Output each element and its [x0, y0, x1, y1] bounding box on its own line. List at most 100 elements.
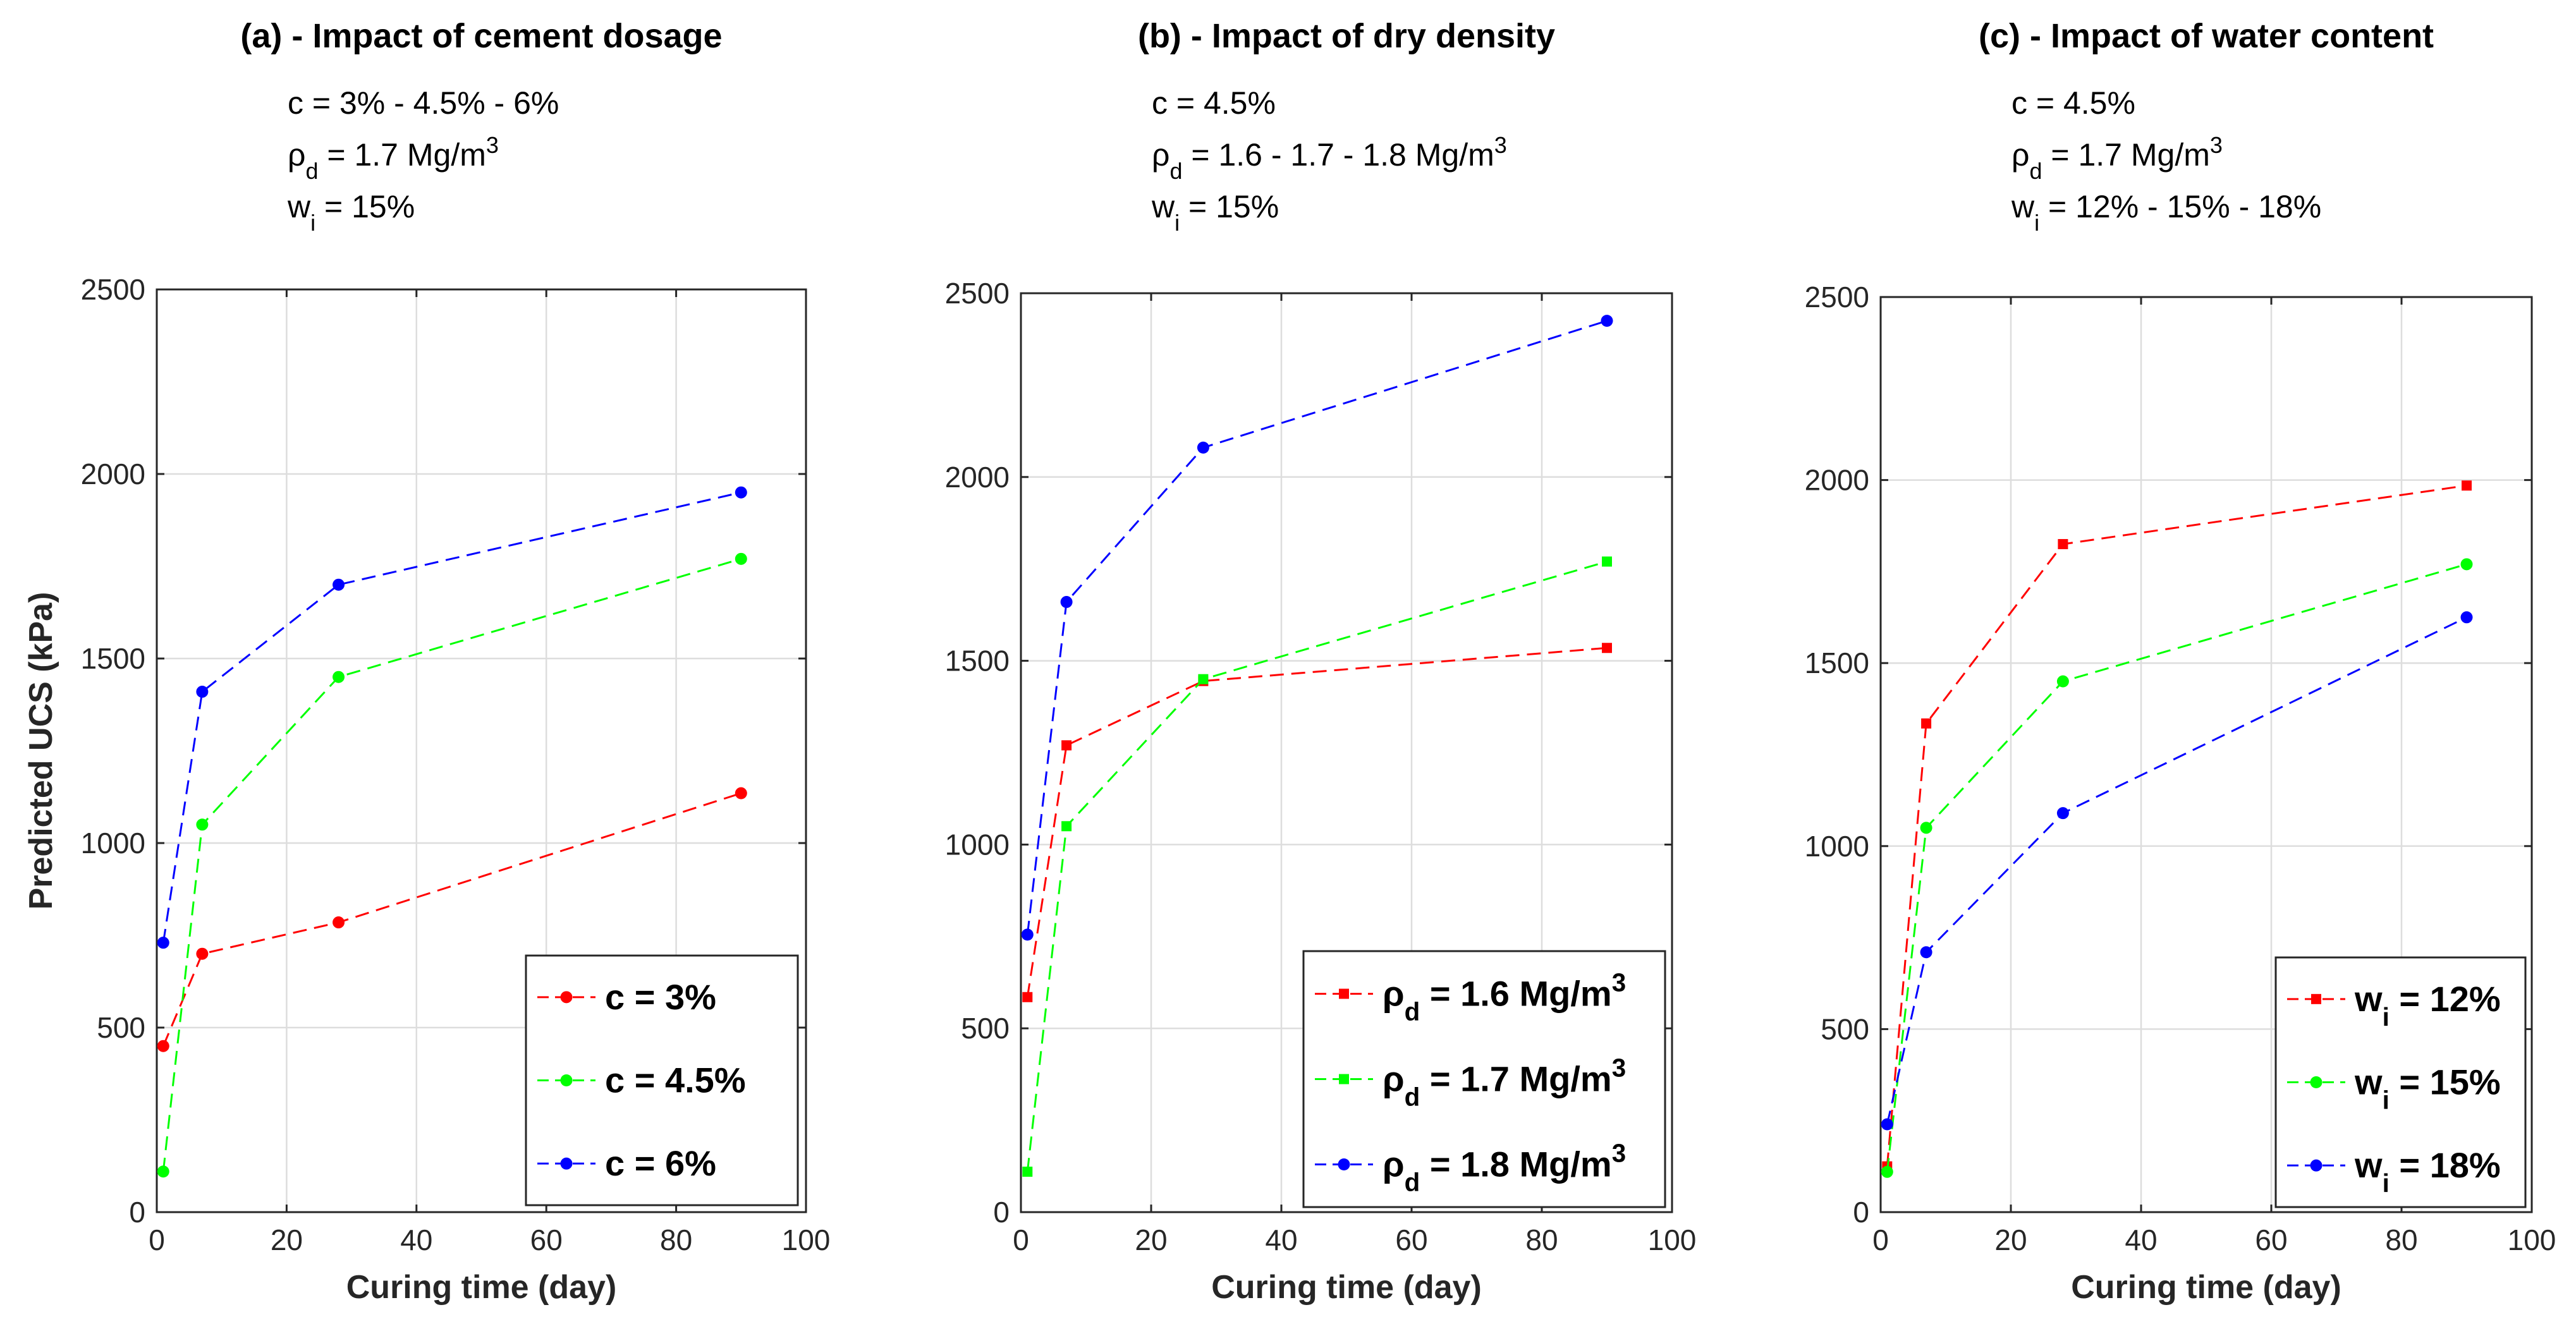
annotation-line-3: wi = 15% [287, 189, 415, 236]
x-axis-label: Curing time (day) [346, 1269, 617, 1306]
legend-marker [2310, 1159, 2323, 1172]
series-line [162, 491, 742, 943]
data-point [1022, 1167, 1033, 1177]
x-tick-label: 100 [2508, 1224, 2556, 1256]
data-point [333, 916, 345, 929]
x-tick-label: 60 [530, 1224, 563, 1256]
y-tick-label: 2500 [1805, 281, 1869, 313]
annotation-line-2: ρd = 1.7 Mg/m3 [2011, 132, 2223, 184]
legend: c = 3% c = 4.5% c = 6% [525, 954, 799, 1206]
y-tick-label: 2500 [81, 273, 145, 306]
data-point [735, 787, 747, 799]
series-line [162, 557, 742, 1172]
x-axis-label: Curing time (day) [1211, 1269, 1482, 1306]
y-tick-label: 1500 [81, 642, 145, 675]
annotation-line-1: c = 4.5% [1152, 85, 1276, 121]
y-tick-label: 0 [993, 1196, 1010, 1229]
data-point [1061, 821, 1072, 832]
x-axis-label: Curing time (day) [2071, 1269, 2341, 1306]
data-point [2460, 558, 2473, 571]
legend-marker [1339, 988, 1349, 999]
data-point [2462, 480, 2472, 491]
y-tick-label: 1500 [945, 645, 1010, 677]
y-tick-label: 1000 [81, 827, 145, 859]
legend-box [1302, 950, 1666, 1208]
data-point [2460, 611, 2473, 624]
legend-label: c = 6% [605, 1143, 716, 1183]
x-tick-label: 40 [2125, 1224, 2157, 1256]
x-tick-label: 80 [1525, 1224, 1558, 1256]
x-tick-label: 60 [1395, 1224, 1427, 1256]
data-point [196, 686, 209, 698]
data-point [1881, 1165, 1893, 1178]
y-tick-label: 1500 [1805, 647, 1869, 679]
data-point [1022, 992, 1033, 1002]
series-line [1886, 484, 2467, 1167]
data-point [333, 671, 345, 683]
series-1 [1022, 643, 1612, 1002]
data-point [1061, 740, 1072, 751]
legend-label: wi = 15% [2354, 1062, 2501, 1115]
series-1 [1882, 480, 2472, 1172]
legend-label: wi = 12% [2354, 979, 2501, 1031]
legend-label: c = 3% [605, 977, 716, 1017]
axes-frame [1020, 292, 1673, 1213]
panel-1: (a) - Impact of cement dosage c = 3% - 4.… [23, 17, 830, 1306]
x-tick-label: 0 [149, 1224, 165, 1256]
data-point [1197, 441, 1209, 454]
data-point [1920, 822, 1932, 834]
series-3 [1021, 315, 1613, 941]
axes-frame [1879, 296, 2533, 1213]
data-point [333, 578, 345, 591]
data-point [2056, 675, 2069, 688]
data-point [1881, 1118, 1893, 1131]
x-tick-label: 0 [1872, 1224, 1889, 1256]
x-tick-label: 80 [660, 1224, 692, 1256]
data-point [1060, 596, 1073, 609]
x-tick-label: 20 [1135, 1224, 1167, 1256]
data-point [157, 1165, 169, 1178]
x-tick-label: 20 [1994, 1224, 2027, 1256]
legend-label: wi = 18% [2354, 1145, 2501, 1198]
legend-label: ρd = 1.6 Mg/m3 [1383, 968, 1626, 1026]
data-point [1021, 928, 1034, 941]
annotation-line-2: ρd = 1.7 Mg/m3 [288, 132, 499, 184]
legend-marker [560, 991, 573, 1004]
data-point [2058, 538, 2068, 549]
data-point [2056, 807, 2069, 820]
x-tick-label: 60 [2255, 1224, 2287, 1256]
x-tick-label: 80 [2385, 1224, 2417, 1256]
data-point [735, 486, 747, 499]
y-tick-label: 2000 [1805, 464, 1869, 497]
legend-marker [1338, 1158, 1350, 1170]
legend: ρd = 1.6 Mg/m3 ρd = 1.7 Mg/m3 ρd = 1.8 Mg/… [1302, 950, 1666, 1208]
annotation-line-1: c = 3% - 4.5% - 6% [288, 85, 559, 121]
data-point [1601, 315, 1613, 327]
legend-label: ρd = 1.8 Mg/m3 [1383, 1139, 1626, 1197]
x-tick-label: 0 [1013, 1224, 1029, 1256]
y-tick-label: 1000 [1805, 830, 1869, 863]
annotation-line-1: c = 4.5% [2011, 85, 2135, 121]
series-line [1886, 616, 2467, 1125]
data-point [1198, 674, 1209, 684]
data-point [196, 947, 209, 960]
data-point [735, 552, 747, 565]
data-point [157, 1040, 169, 1052]
x-tick-label: 40 [400, 1224, 432, 1256]
annotation-line-3: wi = 15% [1151, 189, 1279, 236]
annotation-line-2: ρd = 1.6 - 1.7 - 1.8 Mg/m3 [1152, 132, 1507, 184]
chart-title: (a) - Impact of cement dosage [240, 17, 722, 55]
data-point [157, 937, 169, 949]
x-tick-label: 20 [271, 1224, 303, 1256]
chart-title: (c) - Impact of water content [1979, 17, 2434, 55]
data-point [1602, 556, 1612, 567]
legend-marker [2311, 993, 2321, 1004]
legend-label: c = 4.5% [605, 1060, 746, 1100]
y-axis-label: Predicted UCS (kPa) [23, 592, 59, 910]
axes-frame [156, 288, 807, 1213]
x-tick-label: 100 [1648, 1224, 1697, 1256]
data-point [1920, 946, 1932, 959]
series-line [1026, 647, 1608, 997]
series-line [1026, 320, 1608, 935]
